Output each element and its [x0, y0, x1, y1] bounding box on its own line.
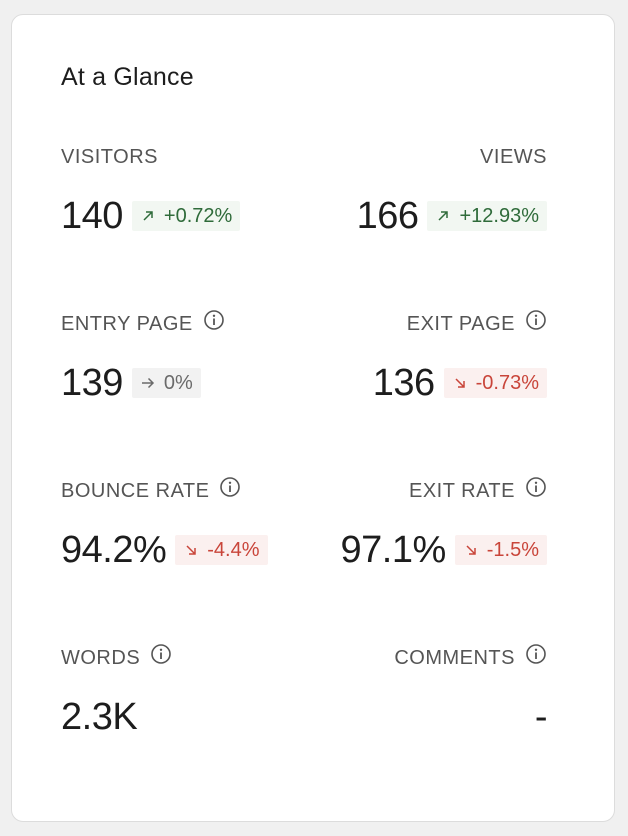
change-badge: +0.72%	[131, 201, 241, 231]
stat-label: EXIT RATE	[408, 479, 515, 502]
stat-exit-rate: EXIT RATE 97.1% -1.5%	[297, 477, 547, 573]
stat-label: WORDS	[61, 646, 141, 669]
stat-label: VIEWS	[480, 145, 547, 168]
stat-label: ENTRY PAGE	[61, 312, 193, 335]
info-icon[interactable]	[525, 643, 547, 665]
stat-value: 2.3K	[61, 695, 138, 738]
stat-label: EXIT PAGE	[406, 312, 515, 335]
arrow-down-right-icon	[186, 545, 196, 555]
change-value: +0.72%	[163, 204, 233, 227]
arrow-up-right-icon	[143, 211, 153, 221]
change-badge: -4.4%	[175, 535, 268, 565]
stat-comments: COMMENTS -	[297, 643, 548, 740]
stat-value: 140	[61, 194, 123, 237]
change-badge: -1.5%	[454, 535, 547, 565]
arrow-right-icon	[141, 377, 154, 389]
info-icon[interactable]	[525, 476, 547, 498]
stat-value: 97.1%	[340, 528, 447, 571]
stat-bounce-rate: BOUNCE RATE 94.2% -4.4%	[61, 477, 311, 573]
change-badge: 0%	[131, 368, 201, 398]
change-value: +12.93%	[459, 204, 539, 227]
change-badge: +12.93%	[427, 201, 547, 231]
stat-visitors: VISITORS 140 +0.72%	[61, 143, 311, 239]
stat-value: -	[534, 695, 548, 738]
arrow-down-right-icon	[466, 545, 476, 555]
stat-entry-page: ENTRY PAGE 139 0%	[61, 310, 311, 406]
info-icon[interactable]	[219, 476, 241, 498]
change-badge: -0.73%	[443, 368, 547, 398]
stat-label: COMMENTS	[394, 646, 515, 669]
change-value: -0.73%	[475, 371, 539, 394]
stat-label: BOUNCE RATE	[61, 479, 210, 502]
arrow-up-right-icon	[438, 211, 449, 221]
arrow-down-right-icon	[455, 378, 465, 388]
at-a-glance-card: At a Glance VISITORS 140 +0.72% VIEWS 16…	[11, 14, 615, 822]
info-icon[interactable]	[525, 309, 547, 331]
change-value: 0%	[163, 371, 193, 394]
stat-value: 139	[61, 361, 123, 404]
stat-value: 94.2%	[61, 528, 167, 571]
change-value: -1.5%	[486, 538, 539, 561]
change-value: -4.4%	[207, 538, 260, 561]
stat-value: 136	[372, 361, 435, 404]
stat-label: VISITORS	[61, 145, 158, 168]
info-icon[interactable]	[150, 643, 172, 665]
stat-views: VIEWS 166 +12.93%	[297, 143, 547, 239]
stat-words: WORDS 2.3K	[61, 644, 311, 740]
stat-value: 166	[356, 194, 419, 237]
stat-exit-page: EXIT PAGE 136 -0.73%	[297, 310, 547, 406]
info-icon[interactable]	[203, 309, 225, 331]
card-title: At a Glance	[61, 63, 194, 91]
